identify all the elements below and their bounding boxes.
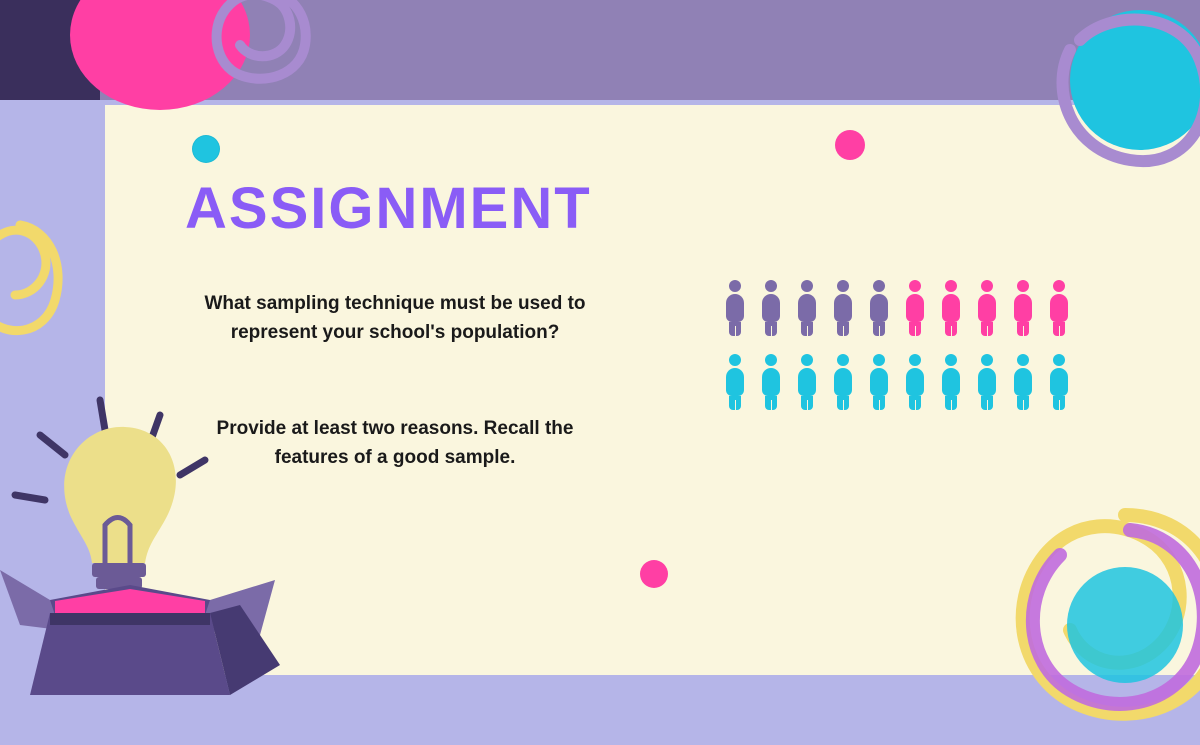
person-icon (936, 354, 966, 412)
person-icon (900, 280, 930, 338)
person-icon (972, 354, 1002, 412)
person-icon (1008, 354, 1038, 412)
person-icon (756, 280, 786, 338)
people-infographic (720, 280, 1090, 428)
purple-scribble-icon (200, 0, 320, 100)
person-icon (828, 280, 858, 338)
person-icon (1044, 354, 1074, 412)
person-icon (720, 354, 750, 412)
people-row (720, 354, 1090, 412)
cyan-swirl-icon (1010, 0, 1200, 210)
person-icon (936, 280, 966, 338)
page-title: ASSIGNMENT (185, 175, 592, 242)
dot-cyan-icon (192, 135, 220, 163)
person-icon (828, 354, 858, 412)
person-icon (1008, 280, 1038, 338)
person-icon (972, 280, 1002, 338)
person-icon (1044, 280, 1074, 338)
yellow-scribble-icon (0, 215, 75, 345)
dot-pink-icon (835, 130, 865, 160)
person-icon (864, 354, 894, 412)
person-icon (792, 354, 822, 412)
people-row (720, 280, 1090, 338)
person-icon (720, 280, 750, 338)
dot-pink2-icon (640, 560, 668, 588)
person-icon (900, 354, 930, 412)
question-1: What sampling technique must be used to … (185, 290, 605, 347)
person-icon (864, 280, 894, 338)
bottom-right-swirl-icon (1000, 495, 1200, 745)
person-icon (756, 354, 786, 412)
person-icon (792, 280, 822, 338)
lightbulb-box-icon (0, 365, 310, 695)
